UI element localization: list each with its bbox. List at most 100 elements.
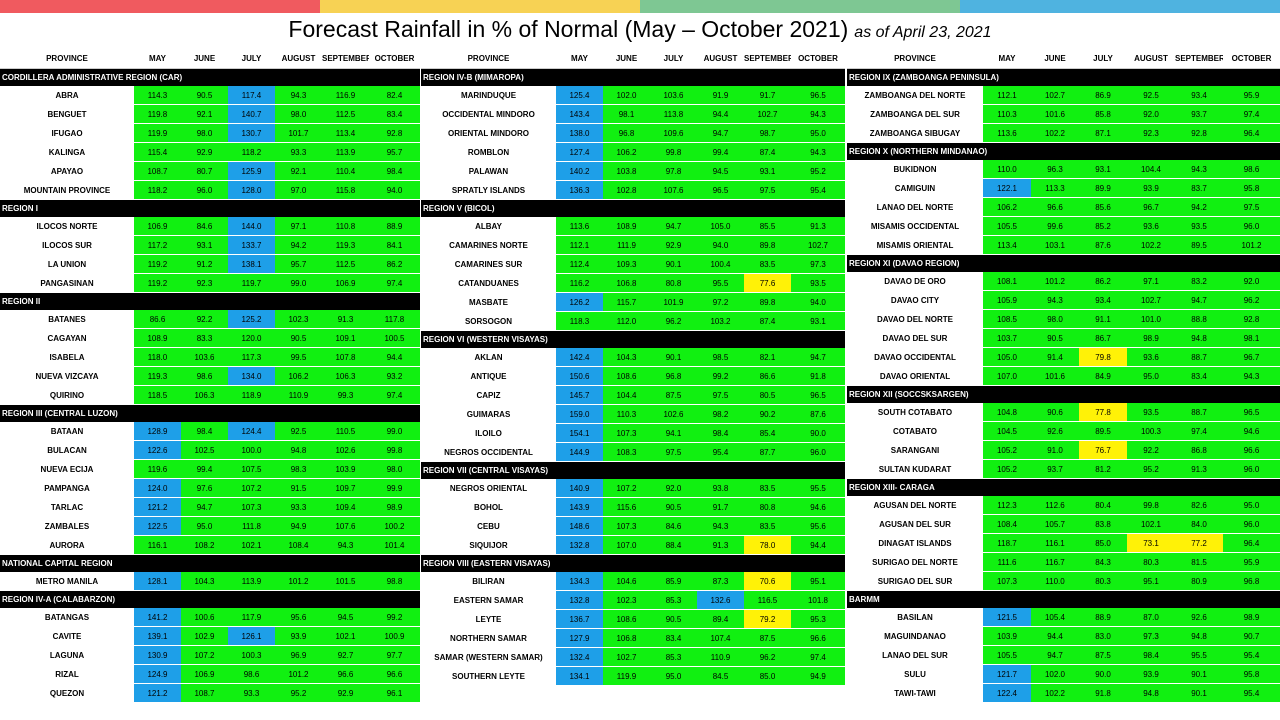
value-cell-july: 125.2 [228,310,275,329]
value-cell-may: 122.4 [983,683,1031,703]
value-cell-july: 126.1 [228,626,275,646]
value-cell-september: 85.5 [744,217,791,236]
province-name: SURIGAO DEL SUR [847,571,983,591]
value-cell-june: 110.3 [603,404,650,424]
value-cell-may: 119.8 [134,104,181,124]
value-cell-may: 119.3 [134,366,181,386]
value-cell-june: 96.6 [1031,197,1079,217]
value-cell-june: 116.1 [1031,533,1079,553]
value-cell-july: 97.8 [650,161,697,181]
value-cell-september: 85.0 [744,666,791,686]
value-cell-august: 98.3 [275,459,322,479]
chart-subtitle: as of April 23, 2021 [854,24,992,41]
value-cell-september: 92.9 [322,683,369,703]
value-cell-october: 95.5 [791,479,845,498]
value-cell-september: 80.5 [744,385,791,405]
region-header-row: REGION I [0,199,420,217]
value-cell-may: 139.1 [134,626,181,646]
table-row: ROMBLON 127.4 106.2 99.8 99.4 87.4 94.3 [421,142,845,162]
province-name: SAMAR (WESTERN SAMAR) [421,647,556,667]
table-row: BATAAN 128.9 98.4 124.4 92.5 110.5 99.0 [0,422,420,441]
value-cell-june: 92.9 [181,142,228,162]
table-row: BULACAN 122.6 102.5 100.0 94.8 102.6 99.8 [0,440,420,460]
value-cell-june: 108.6 [603,609,650,629]
table-row: BENGUET 119.8 92.1 140.7 98.0 112.5 83.4 [0,104,420,124]
value-cell-september: 96.6 [322,664,369,684]
table-row: SURIGAO DEL NORTE 111.6 116.7 84.3 80.3 81.5 9… [847,552,1280,572]
table-row: SORSOGON 118.3 112.0 96.2 103.2 87.4 93.1 [421,311,845,331]
value-cell-september: 113.4 [322,123,369,143]
table-row: NEGROS OCCIDENTAL 144.9 108.3 97.5 95.4 87.7 9… [421,442,845,462]
value-cell-july: 92.9 [650,235,697,255]
value-cell-june: 94.4 [1031,626,1079,646]
province-name: SULU [847,664,983,684]
value-cell-october: 96.4 [1223,123,1280,143]
value-cell-august: 101.0 [1127,309,1175,329]
table-row: NUEVA VIZCAYA 119.3 98.6 134.0 106.2 106.3 93.… [0,366,420,386]
value-cell-may: 119.9 [134,123,181,143]
value-cell-august: 84.5 [697,666,744,686]
value-cell-september: 115.8 [322,180,369,200]
province-name: MASBATE [421,292,556,312]
value-cell-june: 96.0 [181,180,228,200]
province-name: ILOCOS NORTE [0,217,134,236]
value-cell-july: 117.9 [228,608,275,627]
value-cell-july: 94.1 [650,423,697,443]
column-header: MAY [983,48,1031,69]
value-cell-july: 113.9 [228,572,275,591]
value-cell-july: 100.0 [228,440,275,460]
region-header-row: BARMM [847,590,1280,608]
value-cell-september: 93.1 [744,161,791,181]
province-name: AKLAN [421,348,556,367]
region-header-row: REGION IV-B (MIMAROPA) [421,68,845,86]
value-cell-july: 117.4 [228,86,275,105]
value-cell-july: 140.7 [228,104,275,124]
value-cell-august: 99.4 [697,142,744,162]
value-cell-july: 84.9 [1079,366,1127,386]
value-cell-august: 99.5 [275,347,322,367]
value-cell-july: 107.2 [228,478,275,498]
province-name: RIZAL [0,664,134,684]
value-cell-september: 110.8 [322,217,369,236]
value-cell-september: 94.3 [1175,160,1223,179]
column-header: JULY [1079,48,1127,69]
value-cell-may: 126.2 [556,292,603,312]
value-cell-august: 97.5 [697,385,744,405]
value-cell-june: 107.2 [603,479,650,498]
value-cell-july: 86.7 [1079,328,1127,348]
table-row: OCCIDENTAL MINDORO 143.4 98.1 113.8 94.4 102.… [421,104,845,124]
column-header: SEPTEMBER [1175,48,1223,69]
value-cell-september: 77.2 [1175,533,1223,553]
value-cell-august: 93.5 [1127,403,1175,422]
table-row: CAMARINES NORTE 112.1 111.9 92.9 94.0 89.8 102… [421,235,845,255]
value-cell-may: 118.0 [134,347,181,367]
province-name: BATANGAS [0,608,134,627]
value-cell-july: 119.7 [228,273,275,293]
value-cell-september: 93.4 [1175,86,1223,105]
province-name: ZAMBOANGA SIBUGAY [847,123,983,143]
table-row: RIZAL 124.9 106.9 98.6 101.2 96.6 96.6 [0,664,420,684]
value-cell-july: 87.6 [1079,235,1127,255]
value-cell-october: 96.6 [791,628,845,648]
table-row: DAVAO OCCIDENTAL 105.0 91.4 79.8 93.6 88.7 96.… [847,347,1280,367]
table-row: ORIENTAL MINDORO 138.0 96.8 109.6 94.7 98.7 95… [421,123,845,143]
table-header-row: PROVINCE MAY JUNE JULY AUGUST SEPTEMBER OCTOBE… [847,48,1280,69]
value-cell-may: 140.9 [556,479,603,498]
value-cell-july: 90.5 [650,497,697,517]
value-cell-october: 96.5 [1223,403,1280,422]
province-name: CAMARINES NORTE [421,235,556,255]
value-cell-july: 124.4 [228,422,275,441]
value-cell-june: 102.0 [603,86,650,105]
value-cell-october: 99.8 [369,440,420,460]
value-cell-may: 105.0 [983,347,1031,367]
province-name: MOUNTAIN PROVINCE [0,180,134,200]
value-cell-october: 98.9 [369,497,420,517]
value-cell-october: 96.2 [1223,290,1280,310]
value-cell-september: 101.5 [322,572,369,591]
value-cell-september: 97.5 [744,180,791,200]
value-cell-may: 122.5 [134,516,181,536]
value-cell-july: 87.5 [1079,645,1127,665]
column-header: PROVINCE [847,48,983,69]
value-cell-june: 94.7 [1031,645,1079,665]
value-cell-july: 113.8 [650,104,697,124]
